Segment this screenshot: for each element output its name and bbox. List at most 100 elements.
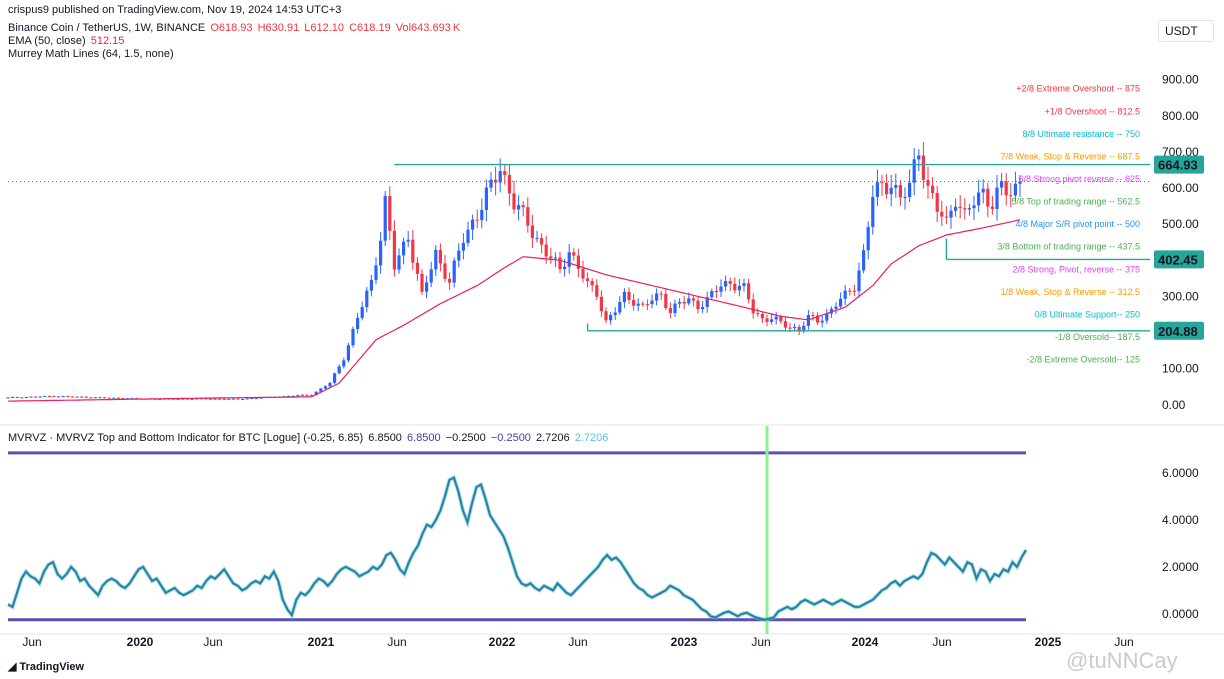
candle-body (415, 262, 420, 274)
candle-body (56, 396, 61, 398)
candle-body (976, 192, 981, 206)
indicator-value-2: 6.8500 (407, 432, 441, 444)
candle-body (351, 328, 355, 346)
symbol-name[interactable]: Binance Coin / TetherUS, 1W, BINANCE (8, 22, 206, 34)
candle-body (401, 241, 406, 256)
indicator-tick-label: 6.0000 (1162, 466, 1199, 480)
candle-body (480, 209, 484, 221)
candle-body (158, 399, 162, 401)
open-value: O618.93 (210, 22, 253, 34)
candle-body (843, 290, 847, 299)
low-value: L612.10 (304, 22, 345, 34)
indicator-value-3: −0.2500 (445, 432, 486, 444)
ema-legend[interactable]: EMA (50, close) 512.15 (8, 35, 126, 47)
price-marker-label: 664.93 (1158, 158, 1198, 173)
candle-body (618, 302, 622, 313)
candle-body (452, 260, 456, 283)
tradingview-logo[interactable]: ◢ TradingView (8, 660, 84, 673)
candle-body (544, 244, 548, 257)
candle-body (236, 398, 240, 400)
candle-body (388, 196, 392, 231)
candle-body (986, 188, 990, 207)
candle-body (355, 317, 360, 329)
indicator-tick-label: 2.0000 (1162, 560, 1199, 574)
candle-body (599, 296, 604, 312)
candle-body (346, 345, 351, 361)
candle-body (825, 313, 829, 321)
candle-body (254, 398, 259, 400)
candle-body (438, 249, 443, 264)
candle-body (383, 196, 387, 241)
candle-body (792, 326, 797, 329)
murrey-line-label: 7/8 Weak, Stop & Reverse -- 687.5 (1001, 151, 1140, 161)
publish-info: crispus9 published on TradingView.com, N… (8, 4, 342, 16)
candle-body (903, 196, 907, 198)
candle-body (185, 398, 190, 400)
candle-body (714, 290, 719, 292)
candle-body (24, 396, 29, 398)
candle-body (576, 255, 581, 269)
indicator-legend[interactable]: MVRVZ · MVRVZ Top and Bottom Indicator f… (8, 432, 610, 444)
candle-body (217, 398, 222, 400)
murrey-line-label: 4/8 Major S/R pivot point -- 500 (1015, 219, 1140, 229)
time-tick-label: Jun (22, 635, 41, 649)
ema-label: EMA (50, close) (8, 35, 86, 47)
candle-body (710, 290, 714, 298)
candle-body (746, 283, 751, 300)
volume-value: Vol643.693 (395, 22, 451, 34)
candle-body (659, 293, 663, 295)
candle-body (861, 250, 866, 271)
candle-body (590, 281, 594, 286)
time-tick-label: 2020 (127, 635, 154, 649)
candle-body (673, 303, 677, 313)
candle-body (737, 285, 742, 291)
time-tick-label: Jun (1114, 635, 1133, 649)
candle-body (815, 315, 820, 323)
candle-body (562, 266, 567, 270)
candle-body (222, 398, 226, 400)
candle-body (470, 219, 475, 230)
candle-body (434, 249, 438, 270)
candle-body (728, 281, 732, 284)
candle-body (461, 242, 466, 251)
candle-body (526, 207, 530, 226)
candle-body (507, 175, 512, 194)
murrey-label: Murrey Math Lines (64, 1.5, none) (8, 48, 174, 60)
candle-body (926, 179, 930, 186)
candle-body (424, 282, 429, 292)
candle-body (498, 171, 502, 183)
candle-body (958, 206, 962, 209)
candle-body (171, 398, 176, 400)
murrey-line-label: +2/8 Extreme Overshoot -- 875 (1016, 84, 1140, 94)
candle-body (838, 298, 843, 307)
candle-body (176, 398, 180, 400)
candle-body (378, 240, 383, 266)
indicator-tick-label: 0.0000 (1162, 607, 1199, 621)
price-tick-label: 600.00 (1162, 181, 1199, 195)
grid-layer (0, 424, 1224, 635)
price-tick-label: 500.00 (1162, 217, 1199, 231)
murrey-line-label: 3/8 Bottom of trading range -- 437.5 (997, 242, 1140, 252)
candle-body (29, 396, 33, 398)
price-marker-box (1154, 155, 1204, 174)
candle-body (250, 398, 254, 400)
candle-body (857, 270, 861, 292)
candle-body (705, 297, 709, 307)
candle-body (820, 320, 824, 323)
candle-body (687, 298, 691, 304)
candle-body (700, 306, 705, 310)
candle-body (779, 316, 783, 322)
candle-body (751, 299, 755, 314)
candle-body (530, 225, 535, 239)
candle-body (907, 182, 912, 197)
candle-body (1013, 183, 1018, 196)
currency-unit[interactable]: USDT (1158, 20, 1214, 42)
time-tick-label: 2021 (308, 635, 335, 649)
time-tick-label: 2023 (671, 635, 698, 649)
murrey-legend[interactable]: Murrey Math Lines (64, 1.5, none) (8, 48, 176, 60)
candle-body (245, 398, 249, 400)
candle-body (999, 181, 1004, 188)
candle-body (723, 281, 728, 287)
candle-body (981, 188, 985, 193)
